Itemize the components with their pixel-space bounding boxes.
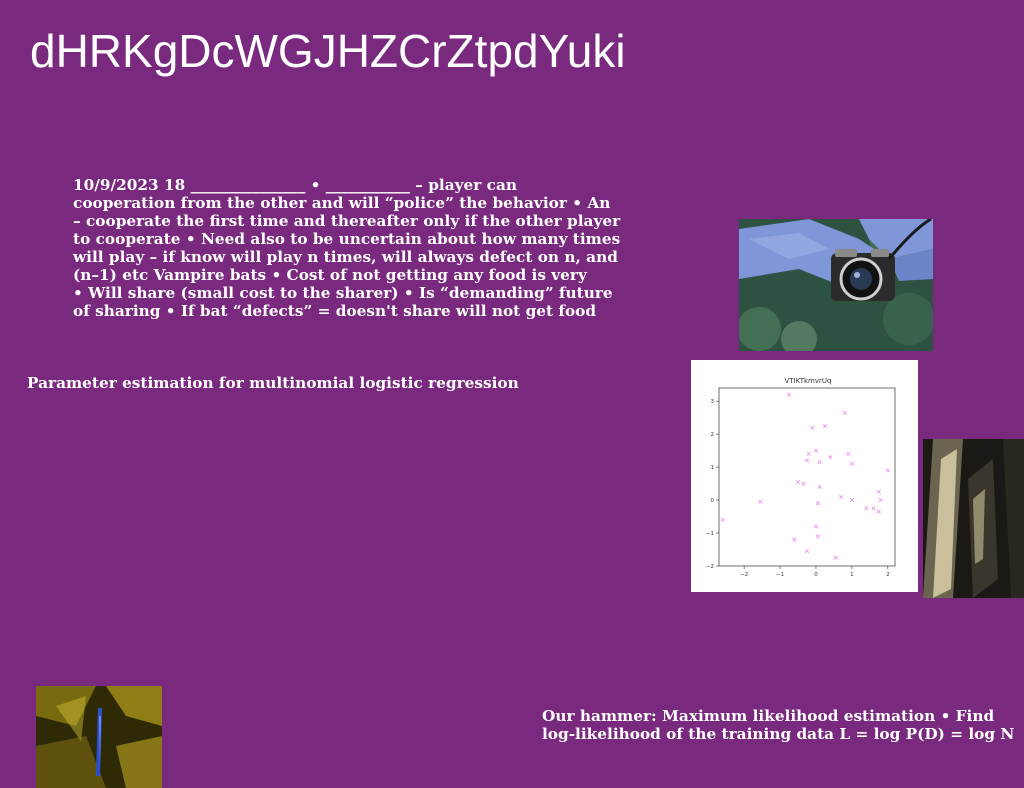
body-line: (n–1) etc Vampire bats • Cost of not get… <box>73 266 587 284</box>
scatter-point <box>849 497 854 503</box>
scatter-point <box>795 479 801 485</box>
body-line: 10/9/2023 18 _______________ • _________… <box>73 176 517 194</box>
abstract-illustration <box>36 686 162 788</box>
scatter-point <box>864 506 869 511</box>
scatter-point <box>876 509 881 514</box>
footer-line: Our hammer: Maximum likelihood estimatio… <box>542 707 995 725</box>
scatter-point <box>876 489 881 494</box>
scatter-point <box>804 549 810 554</box>
section-heading: Parameter estimation for multinomial log… <box>27 374 519 392</box>
scatter-point <box>720 517 725 522</box>
body-text: 10/9/2023 18 _______________ • _________… <box>73 176 673 320</box>
scatter-point <box>813 448 819 453</box>
dark-abstract-photo <box>923 439 1024 598</box>
abstract-illustration <box>923 439 1024 598</box>
scatter-point <box>842 410 847 415</box>
body-line: will play – if know will play n times, w… <box>73 248 618 266</box>
chart-ticks: −2 −1 0 1 2 −2 −1 0 1 2 3 <box>706 399 890 578</box>
y-tick-label: 1 <box>711 465 715 471</box>
camera-illustration <box>739 219 933 351</box>
footer-line: log-likelihood of the training data L = … <box>542 725 1015 743</box>
y-tick-label: 3 <box>711 399 715 405</box>
chart-points <box>720 392 890 560</box>
scatter-point <box>817 484 822 489</box>
x-tick-label: 1 <box>850 572 854 578</box>
scatter-point <box>801 481 806 486</box>
scatter-point <box>849 461 854 466</box>
body-line: – cooperate the first time and thereafte… <box>73 212 621 230</box>
scatter-point <box>871 506 876 511</box>
y-tick-label: 2 <box>711 432 715 438</box>
scatter-point <box>815 501 820 506</box>
slide-title: dHRKgDcWGJHZCrZtpdYuki <box>30 25 626 77</box>
body-line: of sharing • If bat “defects” = doesn't … <box>73 302 597 320</box>
scatter-point <box>817 460 822 465</box>
scatter-point <box>833 555 838 560</box>
scatter-point <box>828 455 833 460</box>
x-tick-label: −1 <box>776 572 784 578</box>
y-tick-label: 0 <box>711 498 715 504</box>
body-line: to cooperate • Need also to be uncertain… <box>73 230 621 248</box>
chart-title: VTIKTkmvrUq <box>785 377 832 385</box>
scatter-point <box>758 499 763 504</box>
camera-photo <box>739 219 933 351</box>
scatter-point <box>846 451 851 457</box>
y-tick-label: −1 <box>706 531 714 537</box>
x-tick-label: 2 <box>886 572 890 578</box>
body-line: cooperation from the other and will “pol… <box>73 194 611 212</box>
scatter-point <box>815 534 820 539</box>
scatter-point <box>804 458 810 463</box>
x-tick-label: 0 <box>814 572 818 578</box>
chart-plot-frame <box>718 387 896 567</box>
scatter-point <box>810 425 815 430</box>
scatter-point <box>822 423 828 428</box>
scatter-point <box>813 524 819 529</box>
y-tick-label: −2 <box>706 564 714 570</box>
yellow-abstract-photo <box>36 686 162 788</box>
x-tick-label: −2 <box>740 572 748 578</box>
scatter-point <box>885 468 890 473</box>
scatter-chart-svg: VTIKTkmvrUq −2 −1 0 1 2 −2 −1 0 1 2 3 <box>706 377 896 578</box>
scatter-point <box>806 451 811 457</box>
body-line: • Will share (small cost to the sharer) … <box>73 284 613 302</box>
scatter-point <box>878 497 883 503</box>
scatter-point <box>786 392 792 397</box>
footer-text: Our hammer: Maximum likelihood estimatio… <box>542 707 1014 743</box>
scatter-point <box>839 494 844 499</box>
scatter-chart: VTIKTkmvrUq −2 −1 0 1 2 −2 −1 0 1 2 3 <box>691 360 918 592</box>
scatter-point <box>792 537 797 542</box>
